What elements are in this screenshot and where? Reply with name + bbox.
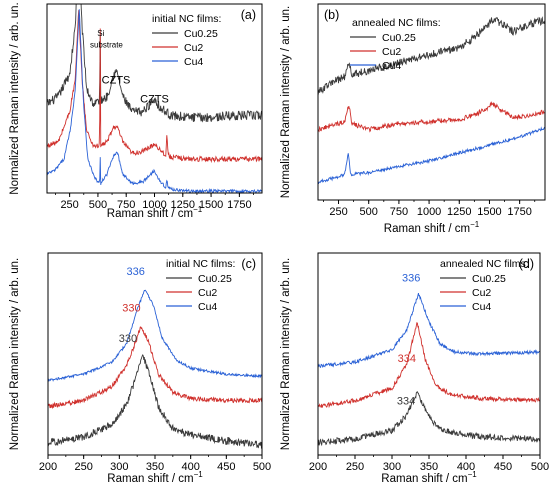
x-axis-title-unit-exponent: −1 <box>468 470 478 479</box>
peak-annotation: 334 <box>397 396 415 408</box>
legend: initial NC films: Cu0.25 Cu2 Cu4 <box>166 258 235 313</box>
panel-c: 200 250 300 350 400 450 500 Raman shift / cm−1 N… <box>9 252 271 485</box>
peak-annotation: CZTS <box>102 74 131 86</box>
x-tick-label: 1750 <box>507 206 531 218</box>
x-tick-label: 1250 <box>447 206 471 218</box>
y-axis-title: Normalized Raman intensity / arb. un. <box>280 6 292 198</box>
x-tick-label: 250 <box>60 199 78 211</box>
peak-annotation: 334 <box>398 353 416 365</box>
legend: initial NC films: Cu0.25 Cu2 Cu4 <box>152 13 221 68</box>
x-tick-label: 250 <box>329 206 347 218</box>
x-axis-title-text: Raman shift / cm <box>384 223 470 235</box>
x-axis-title-text: Raman shift / cm <box>381 473 467 485</box>
x-tick-label: 500 <box>253 461 271 473</box>
x-tick-label: 400 <box>181 461 199 473</box>
peak-annotation: 330 <box>119 333 137 345</box>
legend-title: initial NC films: <box>152 13 221 25</box>
legend-entry: Cu4 <box>198 301 217 313</box>
x-tick-label: 300 <box>110 461 128 473</box>
legend-entry: Cu4 <box>472 301 491 313</box>
x-tick-label: 750 <box>390 206 408 218</box>
x-tick-label: 300 <box>383 461 401 473</box>
x-tick-label: 250 <box>346 461 364 473</box>
panel-label: (c) <box>241 257 256 271</box>
peak-annotation: 336 <box>127 266 145 278</box>
x-tick-label: 1250 <box>171 199 195 211</box>
legend-entry: Cu0.25 <box>198 273 232 285</box>
series-line-cu2 <box>318 322 540 409</box>
legend-title: initial NC films: <box>166 258 235 270</box>
x-tick-label: 250 <box>74 461 92 473</box>
x-tick-label: 500 <box>360 206 378 218</box>
x-tick-label: 1000 <box>142 199 166 211</box>
x-tick-label: 450 <box>494 461 512 473</box>
legend: annealed NC films: Cu0.25 Cu2 Cu4 <box>440 258 529 313</box>
legend-entry: Cu4 <box>184 56 203 68</box>
legend-entry: Cu4 <box>382 60 401 72</box>
series-line-cu4 <box>318 126 545 184</box>
x-axis-title-unit-exponent: −1 <box>193 205 203 214</box>
x-axis-title: Raman shift / cm−1 <box>384 220 480 235</box>
x-axis-title-unit-exponent: −1 <box>470 220 480 229</box>
legend-entry: Cu2 <box>472 287 491 299</box>
peak-annotation: CZTS <box>140 93 169 105</box>
x-tick-label: 200 <box>39 461 57 473</box>
series-line-cu4 <box>318 292 540 369</box>
y-axis-title: Normalized Raman intensity / arb. un. <box>9 258 21 450</box>
series-line-cu4 <box>47 9 262 193</box>
legend-title: annealed NC films: <box>440 258 529 270</box>
x-tick-label: 500 <box>89 199 107 211</box>
peak-annotation: CZTS <box>64 0 93 3</box>
y-axis-title: Normalized Raman intensity / arb. un. <box>9 2 21 194</box>
x-tick-label: 350 <box>146 461 164 473</box>
x-axis-title: Raman shift / cm−1 <box>107 470 203 485</box>
series-line-cu2 <box>318 101 545 133</box>
x-tick-label: 350 <box>420 461 438 473</box>
y-axis-title: Normalized Raman intensity / arb. un. <box>280 258 292 450</box>
peak-annotation: 330 <box>122 303 140 315</box>
legend-entry: Cu2 <box>198 287 217 299</box>
legend-entry: Cu0.25 <box>382 32 416 44</box>
panel-d: 200 250 300 350 400 450 500 Raman shift / cm−1 N… <box>280 252 549 485</box>
x-tick-label: 1750 <box>227 199 251 211</box>
peak-annotation: 336 <box>402 272 420 284</box>
panel-label: (a) <box>241 8 256 22</box>
x-axis-title-unit-exponent: −1 <box>194 470 204 479</box>
panel-label: (d) <box>519 257 534 271</box>
x-axis-title: Raman shift / cm−1 <box>381 470 477 485</box>
legend-entry: Cu0.25 <box>472 273 506 285</box>
peak-annotation: substrate <box>90 40 123 49</box>
x-axis-title: Raman shift / cm−1 <box>107 205 203 220</box>
x-tick-label: 500 <box>531 461 549 473</box>
plot-frame <box>317 3 546 201</box>
series-line-cu0_25 <box>47 4 262 123</box>
x-tick-label: 200 <box>309 461 327 473</box>
x-tick-label: 750 <box>117 199 135 211</box>
x-tick-label: 400 <box>457 461 475 473</box>
series-line-cu0_25 <box>318 16 545 96</box>
legend-title: annealed NC films: <box>352 17 441 29</box>
x-tick-label: 1000 <box>417 206 441 218</box>
x-axis-title-text: Raman shift / cm <box>107 473 193 485</box>
series-line-cu0_25 <box>318 391 540 447</box>
legend-entry: Cu2 <box>382 46 401 58</box>
series-line-cu2 <box>48 326 262 410</box>
x-tick-label: 450 <box>217 461 235 473</box>
peak-annotation: Si <box>97 29 104 38</box>
panel-b: 250 500 750 1000 1250 1500 1750 Raman shift / c… <box>280 3 546 235</box>
series-line-cu4 <box>48 289 262 382</box>
x-axis-title-text: Raman shift / cm <box>107 208 193 220</box>
x-tick-label: 1500 <box>199 199 223 211</box>
series-line-cu0_25 <box>48 353 262 449</box>
panel-a: 250 500 750 1000 1250 1500 1750 Raman shift / c… <box>9 0 263 220</box>
legend-entry: Cu0.25 <box>184 28 218 40</box>
panel-label: (b) <box>324 8 339 22</box>
legend-entry: Cu2 <box>184 42 203 54</box>
x-tick-label: 1500 <box>477 206 501 218</box>
legend: annealed NC films: Cu0.25 Cu2 Cu4 <box>350 17 441 72</box>
